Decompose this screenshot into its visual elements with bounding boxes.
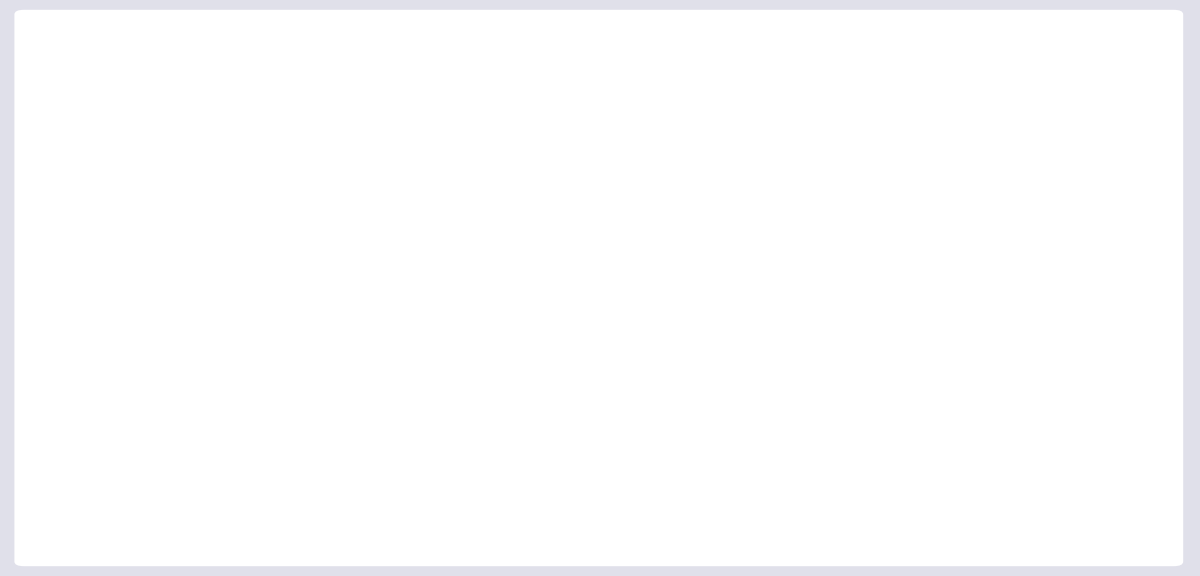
Text: milliliter of the acidic sample consumed 10.3mL in the first trial then 10.0mL i: milliliter of the acidic sample consumed…	[82, 249, 985, 267]
Text: The standardized basic solution was then used in getting the total acidity of a : The standardized basic solution was then…	[82, 219, 960, 237]
Text: (b) the percent accuracy if you are going  to prepare a one tenth of a molar sol: (b) the percent accuracy if you are goin…	[82, 178, 856, 196]
Text: end point. Determine:: end point. Determine:	[82, 92, 283, 109]
Text: (f)  The stomach can only withstand 0.39-1.1% citric acid?: (f) The stomach can only withstand 0.39-…	[82, 513, 618, 531]
Text: (a) the standardized concentration of the solution?: (a) the standardized concentration of th…	[82, 151, 550, 169]
Text: to 25mL of solution if the sample is:: to 25mL of solution if the sample is:	[82, 391, 412, 408]
Text: First trial used 52.0 mL of the solution while the second trial used 52.4 of the: First trial used 52.0 mL of the solution…	[82, 62, 986, 79]
Text: .: .	[82, 122, 88, 139]
Text: (e) Juice (MW, citric acid = 192.4; one mole citric acid reacts with three moles: (e) Juice (MW, citric acid = 192.4; one …	[82, 431, 866, 449]
Text: (c) the normality of the acidic sample?: (c) the normality of the acidic sample?	[82, 320, 437, 338]
Text: 4.  Sodium hydroxide solution was standardized against one gram of potassium aci: 4. Sodium hydroxide solution was standar…	[82, 32, 958, 50]
Text: reach endpoint. Determine:: reach endpoint. Determine:	[82, 279, 335, 297]
Text: Compute the total acidity of the food sample assuming that ten grams of sample w: Compute the total acidity of the food sa…	[82, 361, 961, 378]
Text: If you are a food safety inspector, would the sample pass if (include reason): If you are a food safety inspector, woul…	[82, 472, 780, 490]
